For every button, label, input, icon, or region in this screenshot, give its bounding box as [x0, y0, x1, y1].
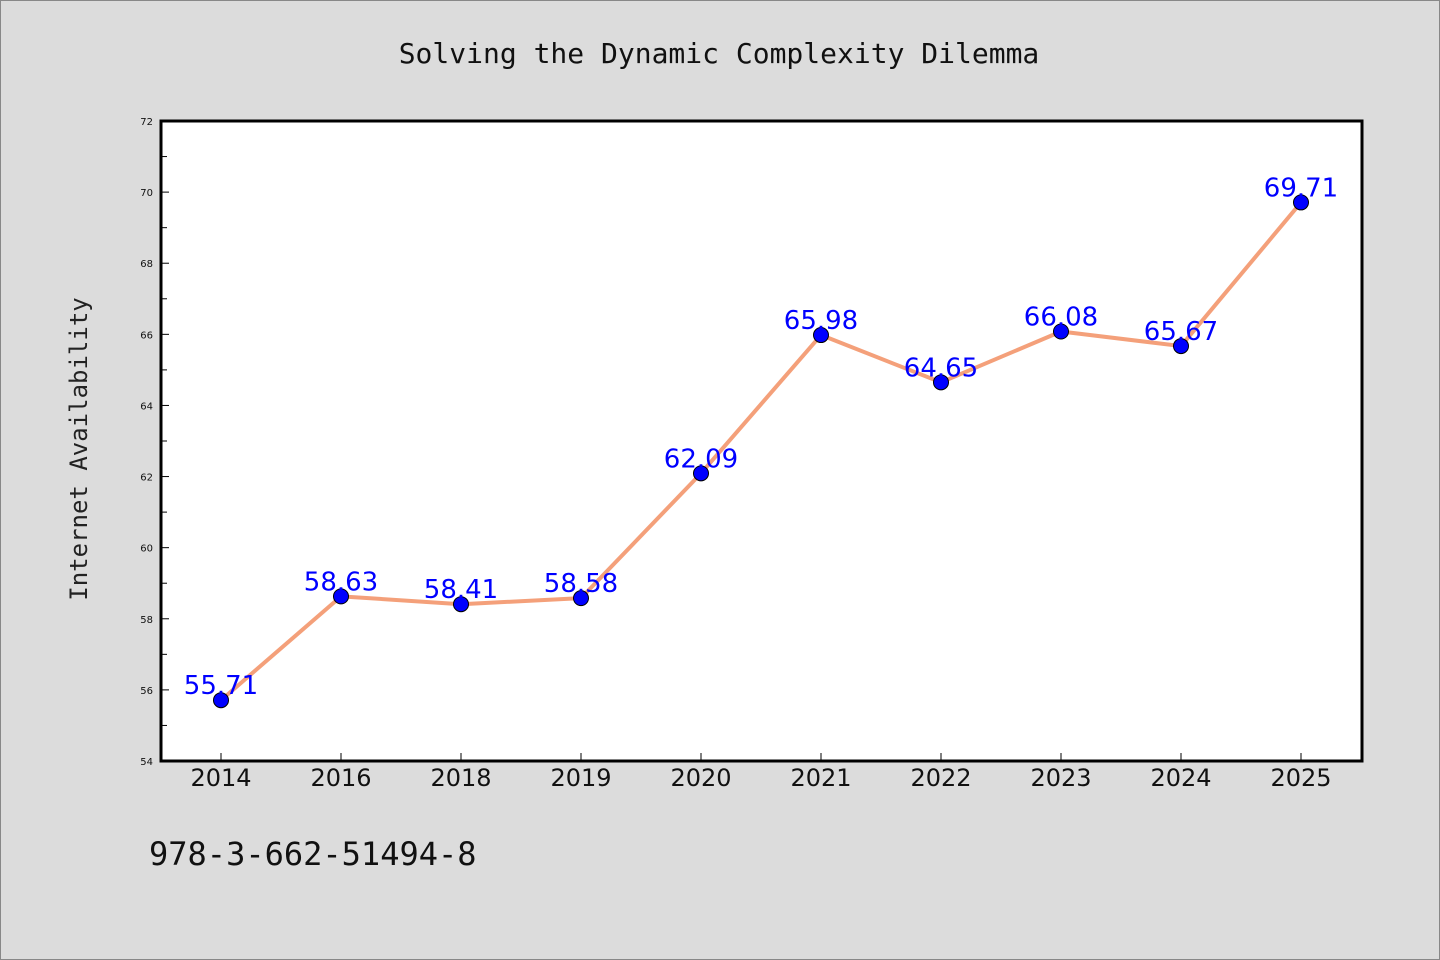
- data-label: 66.08: [1024, 302, 1098, 332]
- x-tick-label: 2014: [190, 764, 251, 792]
- data-label: 62.09: [664, 444, 738, 474]
- x-tick-label: 2023: [1030, 764, 1091, 792]
- data-point: [1173, 338, 1189, 355]
- data-label: 64.65: [904, 353, 978, 383]
- x-axis-ticks: 2014 2016 2018 2019 2020 2021 2022 2023 2024 2025: [190, 753, 1332, 792]
- data-point: [573, 590, 589, 607]
- x-tick-label: 2016: [310, 764, 371, 792]
- x-tick-label: 2022: [910, 764, 971, 792]
- series-group: 55.71 58.63 58.41 58.58 62.09 65.98 64.65 66.08…: [184, 173, 1338, 709]
- data-point: [933, 374, 949, 391]
- y-tick-label: 62: [140, 473, 153, 484]
- plot-area: [159, 119, 1364, 763]
- y-tick-label: 54: [140, 757, 153, 768]
- x-tick-label: 2018: [430, 764, 491, 792]
- y-tick-label: 72: [140, 117, 153, 128]
- y-tick-label: 58: [140, 615, 153, 626]
- data-point: [1053, 323, 1069, 340]
- series-line: [219, 201, 1303, 702]
- data-point: [333, 588, 349, 605]
- data-point: [213, 692, 229, 709]
- data-label: 58.41: [424, 575, 498, 605]
- data-label: 69.71: [1264, 173, 1338, 203]
- y-axis-label: Internet Availability: [65, 297, 93, 600]
- isbn-footer: 978-3-662-51494-8: [149, 835, 477, 873]
- y-tick-label: 60: [140, 544, 153, 555]
- data-point: [693, 465, 709, 482]
- data-label: 55.71: [184, 671, 258, 701]
- x-tick-label: 2025: [1270, 764, 1331, 792]
- chart-title: Solving the Dynamic Complexity Dilemma: [399, 37, 1040, 70]
- y-tick-label: 64: [140, 401, 153, 412]
- x-tick-label: 2021: [790, 764, 851, 792]
- y-tick-label: 56: [140, 686, 153, 697]
- y-axis-ticks: 54 56 58 60 62 64 66 68 70 72: [140, 117, 169, 768]
- x-tick-label: 2024: [1150, 764, 1211, 792]
- x-tick-label: 2020: [670, 764, 731, 792]
- y-tick-label: 66: [140, 330, 153, 341]
- data-label: 58.58: [544, 569, 618, 599]
- data-point: [1293, 194, 1309, 211]
- y-tick-label: 68: [140, 259, 153, 270]
- data-point: [813, 327, 829, 344]
- data-label: 65.67: [1144, 317, 1218, 347]
- y-tick-label: 70: [140, 188, 153, 199]
- data-label: 58.63: [304, 567, 378, 597]
- x-tick-label: 2019: [550, 764, 611, 792]
- data-label: 65.98: [784, 306, 858, 336]
- data-point: [453, 596, 469, 613]
